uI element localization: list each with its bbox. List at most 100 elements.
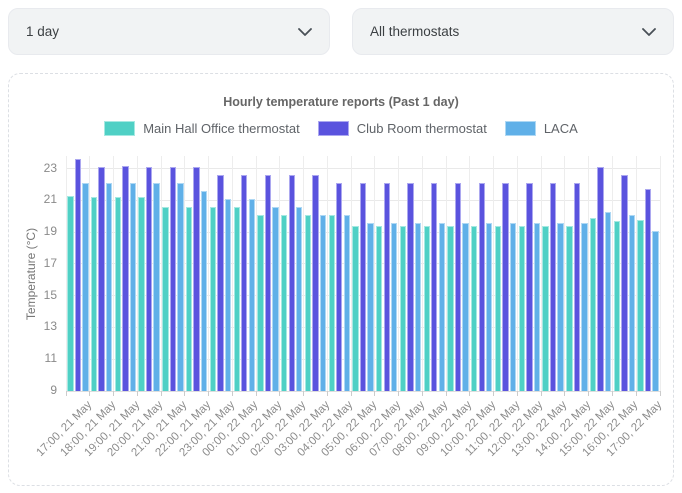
bar[interactable] [471,225,478,391]
bar[interactable] [264,175,272,391]
bar[interactable] [177,183,184,391]
bar[interactable] [105,183,113,391]
bar[interactable] [391,222,398,391]
bar[interactable] [162,206,169,391]
bar[interactable] [557,222,564,391]
x-axis-tick-mark [564,391,566,396]
bar[interactable] [486,222,493,391]
legend-swatch-blue [504,121,536,136]
chart-legend: Main Hall Office thermostat Club Room th… [9,121,673,136]
bar[interactable] [376,225,383,391]
bar[interactable] [509,222,517,391]
bar[interactable] [233,206,240,391]
bar[interactable] [407,183,414,391]
bar[interactable] [359,183,367,391]
legend-item-club-room[interactable]: Club Room thermostat [317,121,487,136]
bar[interactable] [383,183,390,391]
bar[interactable] [533,222,540,391]
period-dropdown[interactable]: 1 day [8,8,330,55]
bar[interactable] [399,225,407,391]
bar[interactable] [193,167,200,391]
bar[interactable] [185,206,193,391]
bar[interactable] [478,183,485,391]
bar[interactable] [447,225,454,391]
bar[interactable] [367,222,374,391]
gridline-x [659,156,661,391]
thermostat-dropdown[interactable]: All thermostats [352,8,674,55]
gridline-y [66,168,660,170]
bar[interactable] [74,159,82,391]
bar[interactable] [224,198,232,391]
bar[interactable] [454,183,462,391]
bar[interactable] [304,214,312,391]
bar[interactable] [145,167,153,391]
bar[interactable] [423,225,430,391]
legend-swatch-purple [317,121,349,136]
x-axis-tick-mark [540,391,542,396]
bar[interactable] [566,225,573,391]
bar[interactable] [438,222,445,391]
bar[interactable] [621,175,628,391]
bar[interactable] [138,197,145,391]
bar[interactable] [288,175,295,391]
bar[interactable] [129,183,137,391]
bar[interactable] [82,183,89,391]
legend-item-main-hall-office[interactable]: Main Hall Office thermostat [104,121,300,136]
bar[interactable] [431,183,438,391]
x-axis-tick-mark [659,391,661,396]
legend-label: LACA [543,121,578,136]
bar[interactable] [494,225,502,391]
x-axis-tick-mark [89,391,91,396]
bar[interactable] [542,225,549,391]
bar[interactable] [589,217,597,391]
chevron-down-icon [298,27,312,36]
bar[interactable] [90,197,98,391]
bar[interactable] [328,214,335,391]
legend-item-laca[interactable]: LACA [504,121,578,136]
bar[interactable] [644,189,652,391]
bar[interactable] [597,167,604,391]
bar[interactable] [462,222,469,391]
bar[interactable] [241,175,248,391]
bar[interactable] [114,197,122,391]
bar[interactable] [98,167,105,391]
bar[interactable] [526,183,533,391]
bar[interactable] [169,167,177,391]
bar[interactable] [613,221,621,391]
bar[interactable] [209,206,217,391]
bar[interactable] [248,198,255,391]
bar[interactable] [296,206,303,391]
bar[interactable] [336,183,343,391]
y-axis-tick-label: 11 [44,351,57,366]
gridline-x [516,156,518,391]
legend-label: Club Room thermostat [356,121,487,136]
bar[interactable] [153,183,160,391]
bar[interactable] [67,195,74,391]
bar[interactable] [217,175,224,391]
bar[interactable] [200,190,208,391]
bar[interactable] [637,219,644,391]
bar[interactable] [312,175,319,391]
bar[interactable] [628,214,636,391]
bar[interactable] [581,222,588,391]
bar[interactable] [343,214,350,391]
bar[interactable] [257,214,264,391]
bar[interactable] [352,225,359,391]
bar[interactable] [652,230,659,391]
x-axis-tick-mark [445,391,447,396]
bar[interactable] [604,211,612,391]
gridline-x [469,156,471,391]
x-axis-tick-mark [255,391,257,396]
bar[interactable] [518,225,525,391]
bar[interactable] [319,214,327,391]
x-axis-tick-mark [611,391,613,396]
x-axis-tick-mark [208,391,210,396]
x-axis-tick-mark [588,391,590,396]
bar[interactable] [549,183,557,391]
bar[interactable] [502,183,509,391]
bar[interactable] [414,222,422,391]
bar[interactable] [272,206,279,391]
bar[interactable] [122,165,129,391]
bar[interactable] [573,183,581,391]
bar[interactable] [281,214,288,391]
